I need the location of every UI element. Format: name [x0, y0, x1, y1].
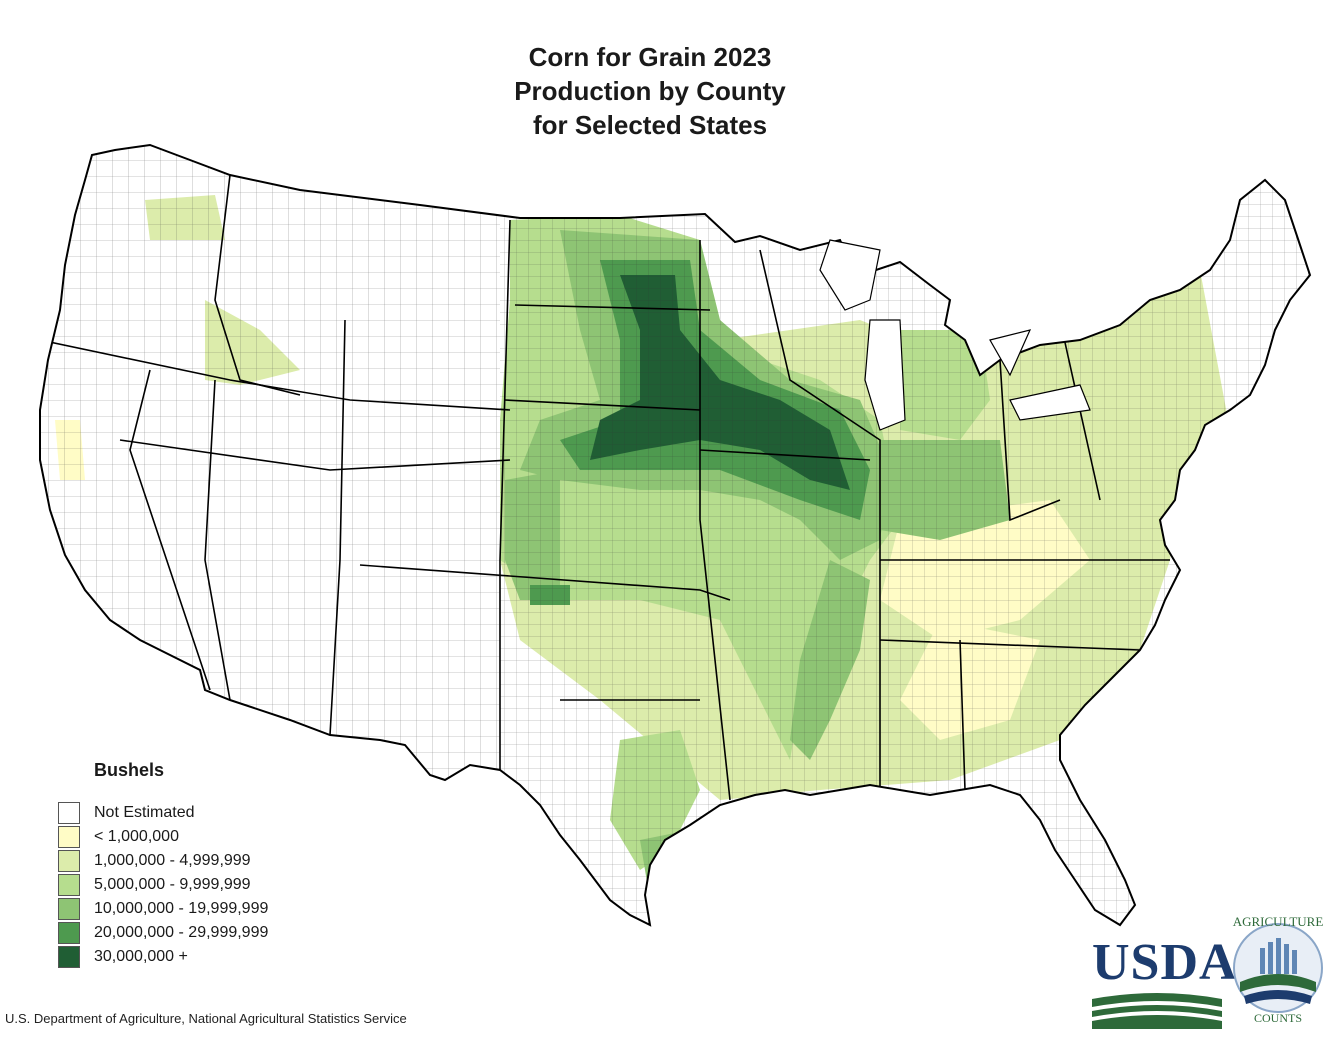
map-title: Corn for Grain 2023 Production by County…	[0, 40, 1300, 142]
legend-label: < 1,000,000	[94, 828, 179, 845]
legend-label: 30,000,000 +	[94, 948, 188, 965]
legend-label: 10,000,000 - 19,999,999	[94, 900, 269, 917]
legend-swatch	[58, 946, 80, 968]
legend-label: 1,000,000 - 4,999,999	[94, 852, 251, 869]
agriculture-counts-logo: AGRICULTURE COUNTS	[1218, 908, 1338, 1028]
legend-swatch	[58, 850, 80, 872]
title-line-2: Production by County	[514, 76, 786, 106]
legend-item: 30,000,000 +	[58, 945, 268, 969]
legend: Bushels Not Estimated < 1,000,000 1,000,00…	[58, 760, 268, 969]
legend-swatch	[58, 874, 80, 896]
source-credit: U.S. Department of Agriculture, National…	[5, 1011, 407, 1026]
legend-title: Bushels	[94, 760, 165, 780]
usda-wordmark: USDA	[1092, 934, 1238, 991]
usda-hills-icon	[1092, 993, 1222, 1029]
legend-swatch	[58, 826, 80, 848]
legend-label: 5,000,000 - 9,999,999	[94, 876, 251, 893]
title-line-3: for Selected States	[532, 110, 768, 140]
legend-swatch	[58, 802, 80, 824]
legend-item: 10,000,000 - 19,999,999	[58, 897, 268, 921]
svg-text:AGRICULTURE: AGRICULTURE	[1233, 914, 1324, 929]
legend-item: 5,000,000 - 9,999,999	[58, 873, 268, 897]
legend-swatch	[58, 922, 80, 944]
agriculture-counts-seal-icon: AGRICULTURE COUNTS	[1233, 914, 1324, 1025]
legend-label: Not Estimated	[94, 804, 195, 821]
title-line-1: Corn for Grain 2023	[528, 42, 772, 72]
svg-text:COUNTS: COUNTS	[1254, 1011, 1302, 1025]
legend-item: 1,000,000 - 4,999,999	[58, 849, 268, 873]
legend-rows: Not Estimated < 1,000,000 1,000,000 - 4,99…	[58, 801, 268, 969]
legend-swatch	[58, 898, 80, 920]
legend-item: 20,000,000 - 29,999,999	[58, 921, 268, 945]
legend-label: 20,000,000 - 29,999,999	[94, 924, 269, 941]
legend-item: Not Estimated	[58, 801, 268, 825]
legend-item: < 1,000,000	[58, 825, 268, 849]
usda-logo: USDA	[1092, 934, 1238, 1031]
